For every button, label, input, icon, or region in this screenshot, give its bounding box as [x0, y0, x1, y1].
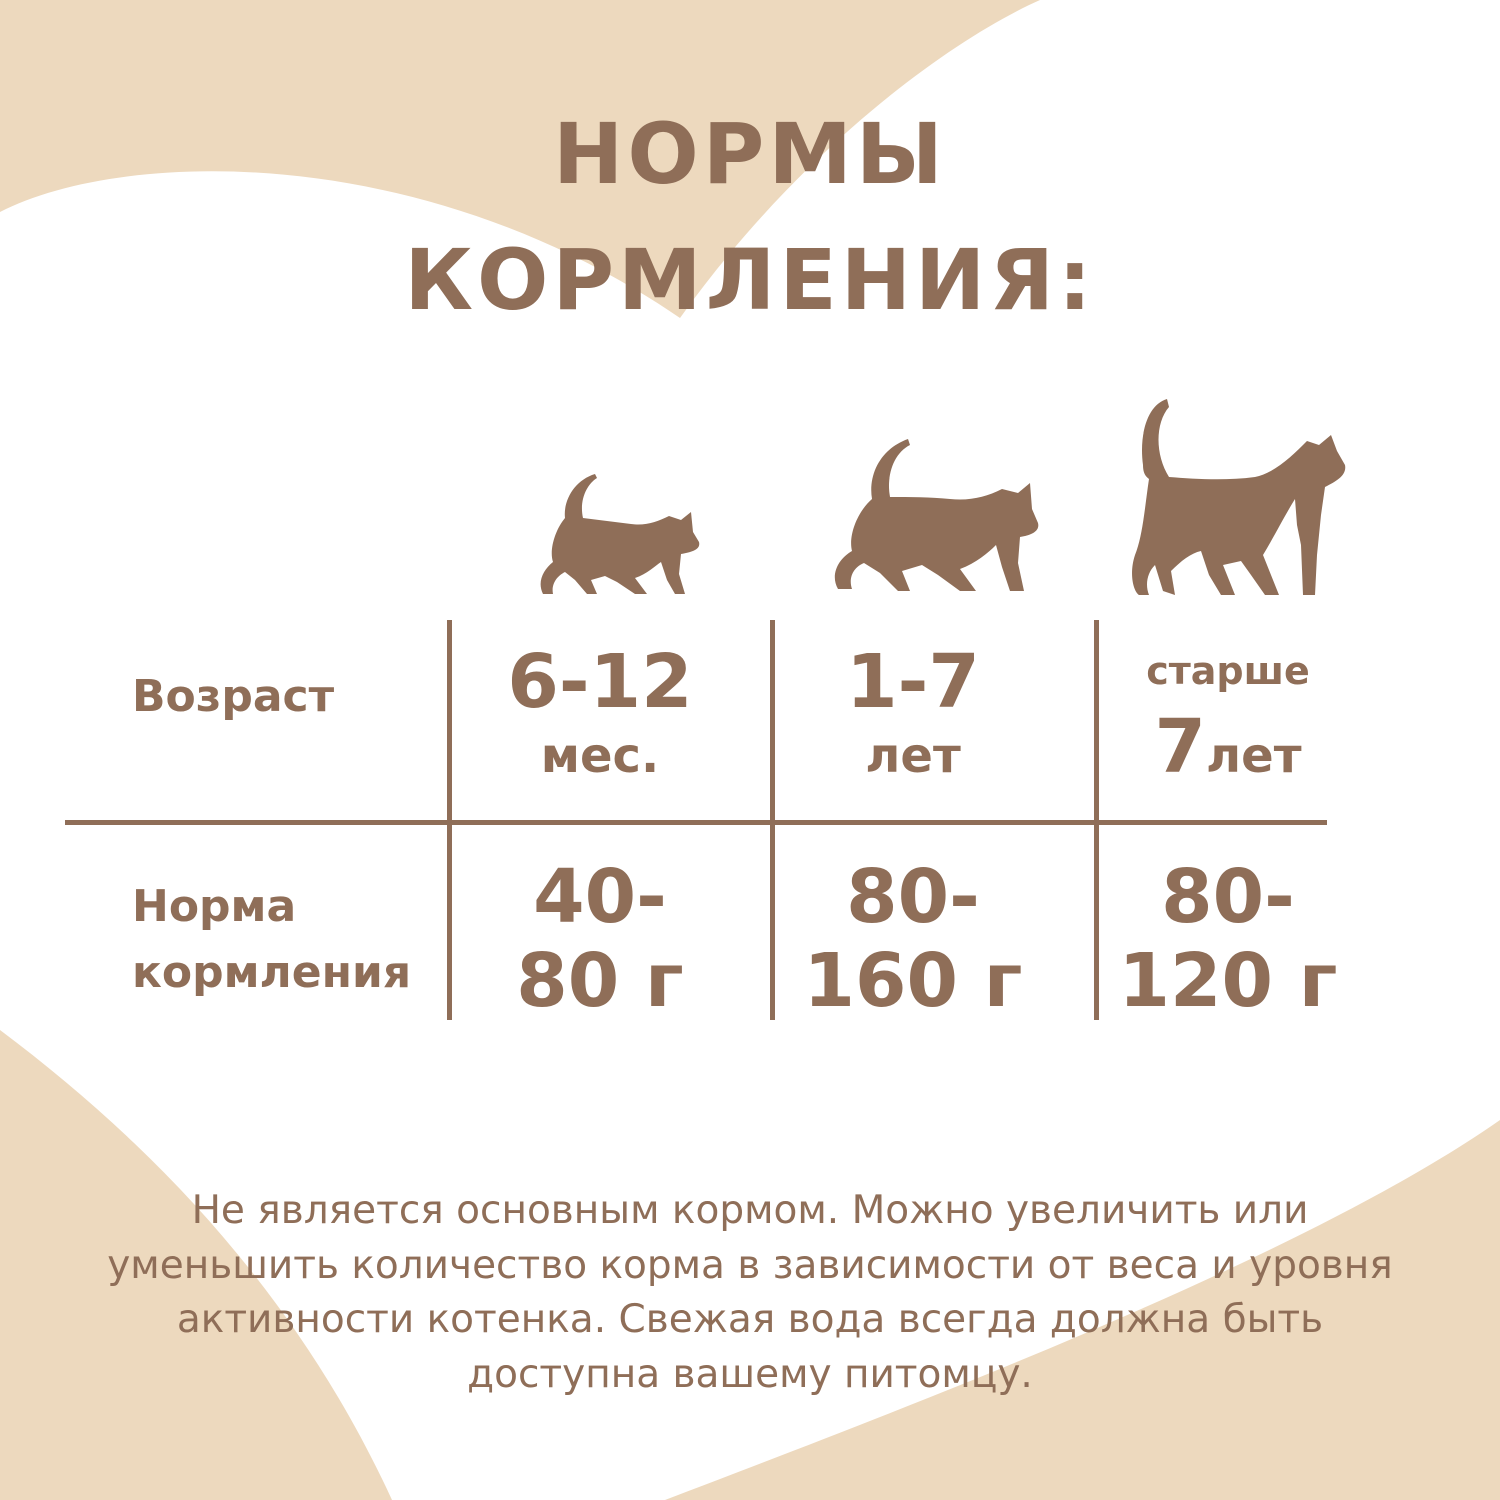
adult-cat-icon — [1132, 399, 1346, 595]
row-label-norm-1: Норма — [132, 881, 297, 932]
title-line-1: НОРМЫ — [553, 105, 947, 203]
row-label-norm-2: кормления — [132, 947, 412, 998]
age-value-young: 1-7 — [846, 639, 980, 725]
young-cat-icon — [834, 439, 1039, 591]
age-prefix-adult: старше — [1146, 649, 1310, 693]
norm-top-kitten: 40- — [533, 854, 667, 940]
kitten-icon — [540, 474, 700, 594]
age-number-adult: 7 — [1154, 704, 1206, 790]
footer-line: активности котенка. Свежая вода всегда д… — [176, 1297, 1324, 1342]
age-unit-kitten: мес. — [540, 728, 660, 784]
table-row-divider — [65, 820, 1327, 825]
norm-bottom-adult: 120 г — [1118, 938, 1338, 1024]
norm-bottom-kitten: 80 г — [516, 938, 684, 1024]
norm-top-young: 80- — [846, 854, 980, 940]
title-line-2: КОРМЛЕНИЯ: — [404, 231, 1096, 329]
row-label-age: Возраст — [132, 671, 335, 722]
footer-line: доступна вашему питомцу. — [467, 1351, 1033, 1397]
footer-line: Не является основным кормом. Можно увели… — [191, 1188, 1309, 1233]
norm-bottom-young: 160 г — [803, 938, 1023, 1024]
footer-note: Не является основным кормом. Можно увели… — [0, 1184, 1500, 1402]
age-value-kitten: 6-12 — [507, 639, 693, 725]
age-value-adult: 7лет — [1068, 710, 1388, 784]
age-unit-young: лет — [865, 728, 961, 784]
age-unit-adult: лет — [1205, 728, 1302, 784]
footer-line: уменьшить количество корма в зависимости… — [107, 1242, 1393, 1288]
norm-top-adult: 80- — [1161, 854, 1295, 940]
